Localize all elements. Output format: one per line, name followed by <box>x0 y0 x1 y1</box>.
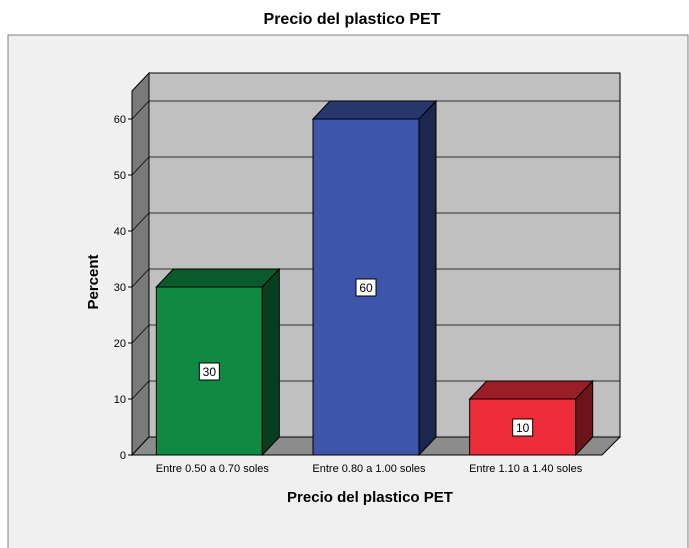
x-tick-label: Entre 1.10 a 1.40 soles <box>469 463 583 475</box>
y-tick-label: 40 <box>114 226 126 238</box>
gridline-side <box>131 324 150 344</box>
data-label: 60 <box>359 281 373 295</box>
y-tick-label: 20 <box>114 338 126 350</box>
y-axis-title: Percent <box>85 254 102 309</box>
data-label-box <box>512 418 534 437</box>
y-tick-label: 0 <box>120 450 126 462</box>
gridline-side <box>131 100 150 120</box>
bar-side <box>575 379 594 457</box>
bar-top <box>468 380 594 400</box>
data-label: 30 <box>203 365 217 379</box>
x-tick-label: Entre 0.80 a 1.00 soles <box>312 463 426 475</box>
x-axis-title: Precio del plastico PET <box>287 489 453 506</box>
chart-title: Precio del plastico PET <box>264 11 441 28</box>
bar-top <box>155 268 281 288</box>
bars: 30 60 10 <box>155 99 594 457</box>
y-tick-label: 60 <box>114 114 126 126</box>
gridline-side <box>131 156 150 176</box>
side-wall <box>131 71 150 457</box>
bar-3: 10 <box>468 379 594 457</box>
y-tick-label: 50 <box>114 170 126 182</box>
data-label: 10 <box>516 421 530 435</box>
y-tick-label: 10 <box>114 394 126 406</box>
gridline-side <box>131 380 150 400</box>
bar-top <box>311 100 438 120</box>
bar-2: 60 <box>311 99 438 457</box>
y-axis: 0 10 20 30 40 50 60 <box>114 114 132 462</box>
gridline-side <box>131 212 150 232</box>
x-axis: Entre 0.50 a 0.70 soles Entre 0.80 a 1.00… <box>156 463 583 475</box>
bar-1: 30 <box>155 267 281 457</box>
y-tick-label: 30 <box>114 282 126 294</box>
bar-side <box>261 267 280 457</box>
data-label-box <box>355 278 377 297</box>
bar-side <box>418 99 437 457</box>
gridline-side <box>131 268 150 288</box>
data-label-box <box>198 362 220 381</box>
x-tick-label: Entre 0.50 a 0.70 soles <box>156 463 270 475</box>
